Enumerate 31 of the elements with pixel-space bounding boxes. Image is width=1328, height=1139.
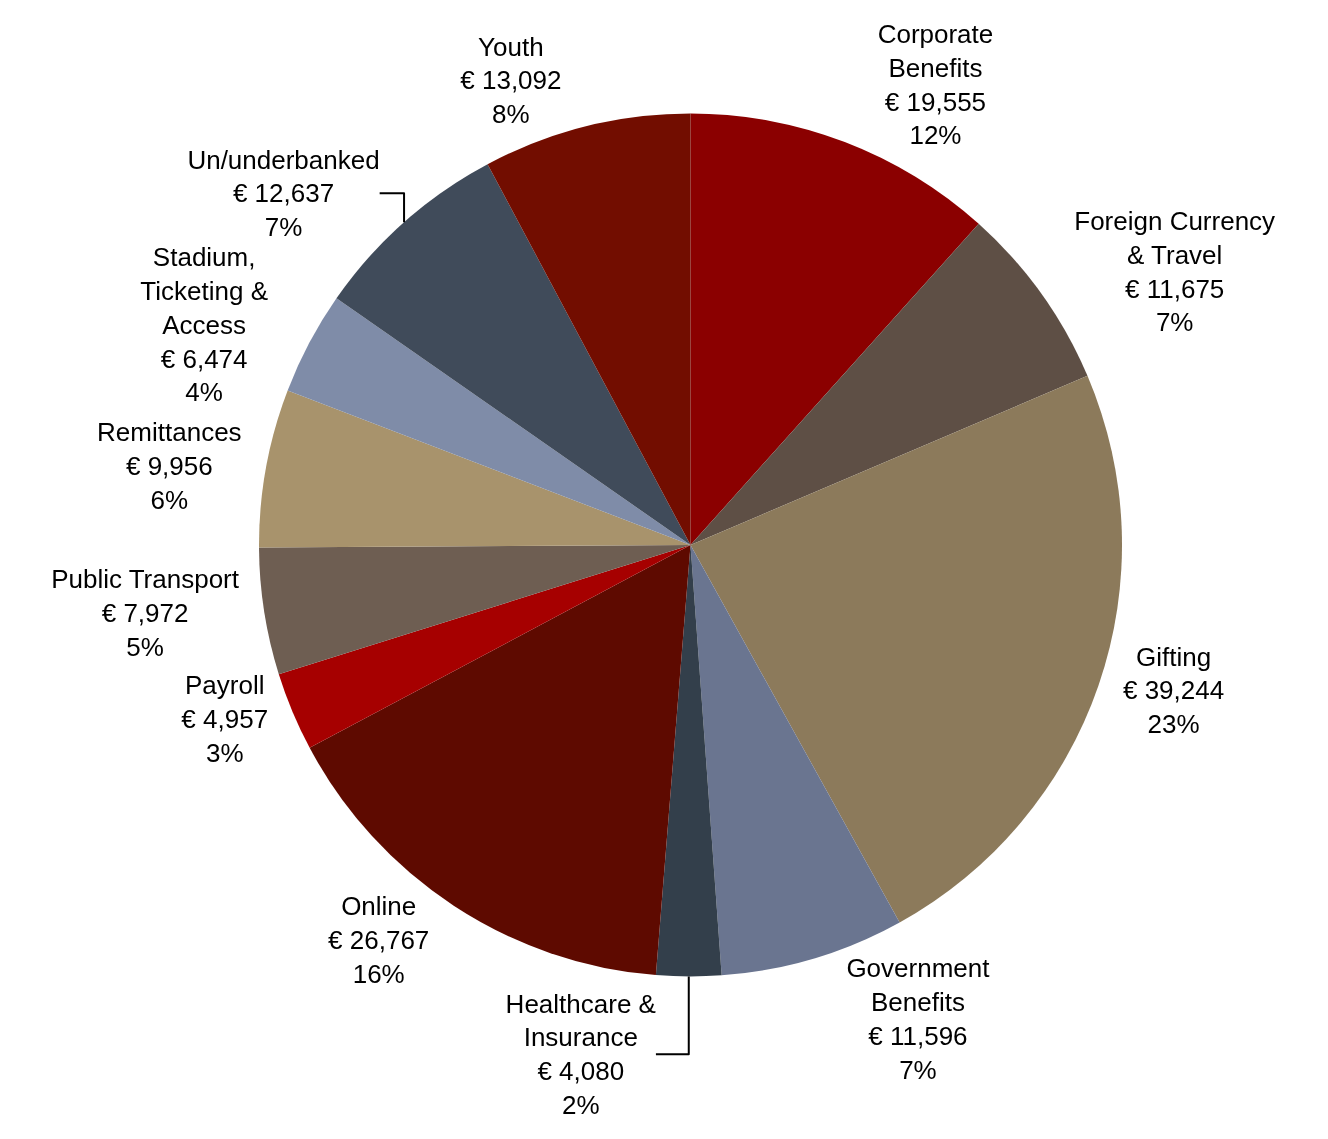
pie-slice (259, 390, 691, 548)
data-label: € 7,972 5% (101, 597, 189, 662)
data-label: € 39,244 23% (1122, 675, 1225, 740)
data-label: € 4,080 2% (537, 1056, 625, 1121)
slice-label: Public Transport (51, 563, 240, 594)
pie-slice (287, 298, 691, 545)
pie-slice (690, 375, 1122, 923)
data-label: € 26,767 16% (328, 924, 430, 989)
data-label: € 11,596 7% (868, 1020, 968, 1085)
slice-label: Healthcare & Insurance (505, 988, 656, 1053)
slice-label: Un/underbanked (187, 144, 380, 175)
slice-label: Corporate Benefits (877, 19, 994, 83)
pie-slice (259, 545, 691, 675)
data-label: € 9,956 6% (125, 451, 213, 515)
slice-label: Remittances (97, 417, 242, 448)
slice-label: Foreign Currency & Travel (1074, 205, 1276, 270)
slice-label: Online (341, 891, 417, 922)
pie-slice (655, 545, 722, 977)
data-label: € 12,637 7% (232, 178, 335, 243)
data-label: € 4,957 3% (181, 704, 269, 768)
slice-label: Government Benefits (846, 953, 991, 1018)
slice-label: Gifting (1136, 641, 1212, 672)
data-label: € 11,675 7% (1125, 273, 1225, 338)
data-label: € 13,092 8% (460, 65, 562, 130)
data-label: € 19,555 12% (884, 86, 987, 151)
slice-label: Stadium, Ticketing & Access (140, 242, 268, 340)
pie-slice (278, 545, 691, 748)
slice-label: Youth (478, 31, 544, 62)
data-label: € 6,474 4% (160, 343, 248, 408)
pie-slice (690, 113, 979, 545)
slice-label: Payroll (185, 670, 265, 701)
